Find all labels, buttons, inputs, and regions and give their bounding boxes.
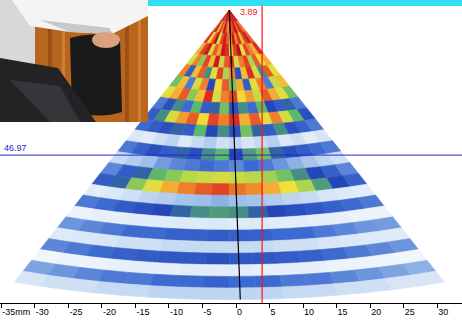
svg-text:46.97: 46.97 — [4, 143, 27, 153]
svg-text:-35mm: -35mm — [2, 307, 30, 317]
svg-text:-5: -5 — [204, 307, 212, 317]
svg-text:-25: -25 — [69, 307, 82, 317]
svg-text:15: 15 — [338, 307, 348, 317]
svg-text:5: 5 — [271, 307, 276, 317]
svg-text:-10: -10 — [170, 307, 183, 317]
svg-text:-30: -30 — [36, 307, 49, 317]
svg-text:3.89: 3.89 — [240, 7, 258, 17]
svg-text:25: 25 — [405, 307, 415, 317]
svg-text:20: 20 — [371, 307, 381, 317]
svg-text:0: 0 — [237, 307, 242, 317]
svg-text:-20: -20 — [103, 307, 116, 317]
svg-text:30: 30 — [438, 307, 448, 317]
svg-text:-15: -15 — [136, 307, 149, 317]
svg-text:10: 10 — [304, 307, 314, 317]
